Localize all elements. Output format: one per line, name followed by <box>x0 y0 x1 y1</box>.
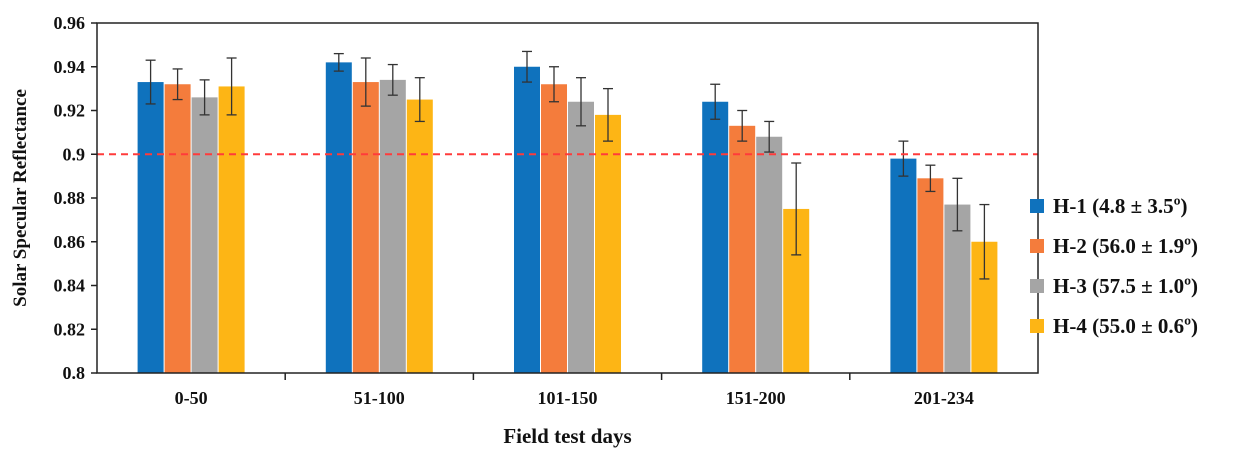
legend-item: H-1 (4.8 ± 3.5º) <box>1030 186 1198 226</box>
bar <box>164 84 191 373</box>
legend-label: H-3 (57.5 ± 1.0º) <box>1053 273 1199 298</box>
bar <box>541 84 567 373</box>
bar <box>379 79 406 373</box>
y-axis-title: Solar Specular Reflectance <box>10 89 31 307</box>
y-tick-label: 0.96 <box>54 13 86 33</box>
legend-swatch <box>1030 239 1044 253</box>
y-axis: 0.8 0.82 0.84 0.86 0.88 0.9 0.92 0.94 0.96 <box>54 13 97 383</box>
bar <box>325 62 352 373</box>
bar <box>191 97 218 373</box>
bar <box>756 136 783 373</box>
bar <box>729 125 756 373</box>
x-axis-title: Field test days <box>503 424 631 448</box>
bar <box>218 86 245 373</box>
bar <box>514 66 540 373</box>
y-tick-label: 0.8 <box>63 363 86 383</box>
legend-item: H-4 (55.0 ± 0.6º) <box>1030 306 1198 346</box>
legend-swatch <box>1030 319 1044 333</box>
plot-frame <box>96 22 1039 374</box>
bar <box>702 101 729 373</box>
error-bars <box>145 50 990 280</box>
legend-label: H-2 (56.0 ± 1.9º) <box>1053 233 1199 258</box>
x-tick-label: 151-200 <box>726 388 786 408</box>
bar <box>890 158 917 373</box>
bar <box>944 204 971 373</box>
x-tick-label: 0-50 <box>175 388 208 408</box>
y-tick-label: 0.94 <box>54 57 86 77</box>
bar <box>595 114 621 373</box>
legend-swatch <box>1030 199 1044 213</box>
y-tick-label: 0.86 <box>54 232 86 252</box>
legend-swatch <box>1030 279 1044 293</box>
legend-item: H-3 (57.5 ± 1.0º) <box>1030 266 1198 306</box>
legend-label: H-4 (55.0 ± 0.6º) <box>1053 313 1199 338</box>
bar <box>568 101 594 373</box>
legend-item: H-2 (56.0 ± 1.9º) <box>1030 226 1198 266</box>
y-tick-label: 0.9 <box>63 144 86 164</box>
bar <box>352 82 379 373</box>
bar <box>137 82 164 373</box>
x-tick-label: 201-234 <box>914 388 974 408</box>
y-tick-label: 0.82 <box>54 319 86 339</box>
bars <box>137 62 998 373</box>
y-tick-label: 0.84 <box>54 276 86 296</box>
legend-label: H-1 (4.8 ± 3.5º) <box>1053 193 1188 218</box>
bar <box>917 178 944 373</box>
y-tick-label: 0.88 <box>54 188 86 208</box>
x-tick-label: 101-150 <box>538 388 598 408</box>
legend: H-1 (4.8 ± 3.5º) H-2 (56.0 ± 1.9º) H-3 (57… <box>1030 186 1198 346</box>
x-tick-label: 51-100 <box>354 388 405 408</box>
bar <box>406 99 433 373</box>
y-tick-label: 0.92 <box>54 101 86 121</box>
x-axis: 0-50 51-100 101-150 151-200 201-234 <box>175 373 974 408</box>
